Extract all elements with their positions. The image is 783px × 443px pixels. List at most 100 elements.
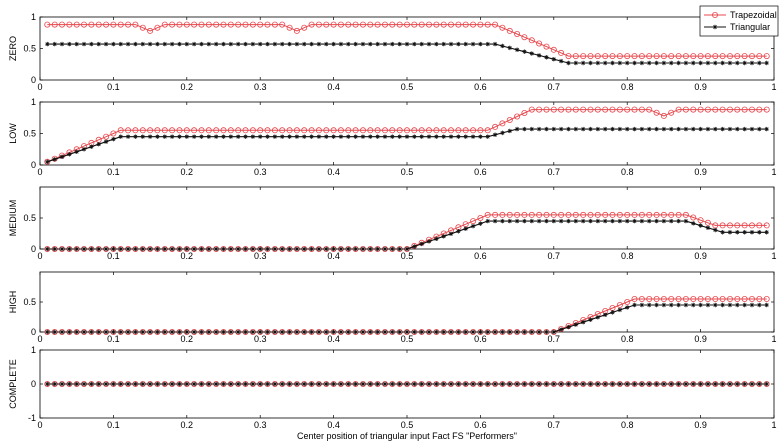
data-point: [676, 302, 681, 308]
data-point: [155, 381, 160, 387]
data-point: [330, 21, 337, 28]
data-point: [330, 127, 337, 134]
data-point: [367, 21, 374, 28]
data-point: [492, 218, 498, 224]
data-point: [734, 53, 741, 60]
data-point: [749, 381, 755, 387]
data-point: [698, 302, 703, 308]
data-point: [756, 295, 763, 302]
data-point: [514, 211, 521, 218]
data-point: [506, 27, 513, 34]
data-point: [265, 381, 270, 387]
data-point: [742, 381, 747, 387]
data-point: [764, 60, 769, 66]
data-point: [573, 126, 579, 132]
data-point: [272, 246, 278, 252]
data-point: [337, 127, 344, 134]
data-point: [67, 246, 72, 252]
data-point: [404, 41, 410, 47]
data-point: [756, 53, 763, 60]
data-point: [470, 127, 477, 134]
data-point: [235, 381, 241, 387]
data-point: [536, 381, 542, 387]
data-point: [580, 319, 586, 325]
y-tick-label: 1: [31, 12, 36, 22]
data-point: [419, 241, 424, 247]
data-point: [184, 134, 189, 139]
data-point: [331, 41, 336, 47]
data-point: [67, 41, 72, 47]
x-tick-label: 0.8: [621, 167, 634, 177]
data-point: [125, 381, 131, 387]
data-point: [522, 49, 527, 54]
data-point: [205, 127, 212, 134]
data-point: [228, 381, 234, 387]
data-point: [177, 134, 182, 139]
data-point: [625, 218, 630, 224]
data-point: [81, 147, 87, 152]
data-point: [294, 41, 300, 47]
data-point: [631, 106, 638, 113]
x-tick-label: 0.8: [621, 251, 634, 261]
data-point: [573, 60, 579, 66]
data-point: [235, 127, 242, 134]
data-point: [199, 134, 204, 139]
x-tick-label: 0.3: [254, 251, 267, 261]
x-tick-label: 0.8: [621, 334, 634, 344]
data-point: [507, 329, 512, 335]
data-point: [272, 41, 278, 47]
data-point: [632, 60, 637, 66]
data-point: [705, 302, 711, 308]
data-point: [624, 53, 631, 60]
data-point: [683, 218, 689, 224]
data-point: [161, 127, 168, 134]
data-point: [638, 53, 645, 60]
data-point: [595, 126, 601, 132]
data-point: [735, 230, 740, 235]
data-point: [125, 246, 131, 252]
data-point: [147, 127, 154, 134]
x-tick-label: 0.1: [107, 334, 120, 344]
data-point: [89, 329, 94, 335]
data-point: [712, 295, 719, 302]
data-point: [265, 41, 270, 47]
data-point: [477, 21, 484, 28]
data-point: [624, 298, 631, 305]
data-point: [338, 41, 344, 47]
data-point: [191, 381, 197, 387]
x-tick-label: 0.3: [254, 420, 267, 430]
x-tick-label: 0.4: [327, 334, 340, 344]
data-point: [346, 246, 351, 252]
data-point: [609, 53, 616, 60]
x-tick-label: 0.3: [254, 167, 267, 177]
data-point: [691, 302, 696, 308]
data-point: [720, 60, 725, 66]
y-axis-label: LOW: [8, 123, 18, 144]
data-point: [250, 41, 256, 47]
data-point: [206, 329, 212, 335]
data-point: [625, 305, 630, 310]
data-point: [74, 246, 79, 252]
data-point: [507, 381, 512, 387]
data-point: [346, 329, 351, 335]
x-tick-label: 0.2: [181, 334, 194, 344]
data-point: [198, 21, 205, 28]
data-point: [220, 21, 227, 28]
x-tick-label: 0: [37, 334, 42, 344]
data-point: [45, 159, 50, 165]
data-point: [147, 329, 153, 335]
data-point: [691, 126, 696, 132]
data-point: [616, 211, 623, 218]
data-point: [67, 381, 72, 387]
data-point: [536, 218, 542, 224]
data-point: [470, 134, 476, 139]
data-point: [514, 113, 521, 120]
data-point: [529, 381, 534, 387]
data-point: [654, 218, 659, 224]
data-point: [287, 246, 292, 252]
subplot-zero: 0 0.1 0.2 0.3 0.4 0.5 0.6 0.7 0.8 0.9 1 0 0.5 1 ZERO: [8, 12, 777, 92]
data-point: [683, 60, 689, 66]
data-point: [412, 244, 417, 249]
data-point: [544, 329, 549, 335]
data-point: [390, 41, 395, 47]
